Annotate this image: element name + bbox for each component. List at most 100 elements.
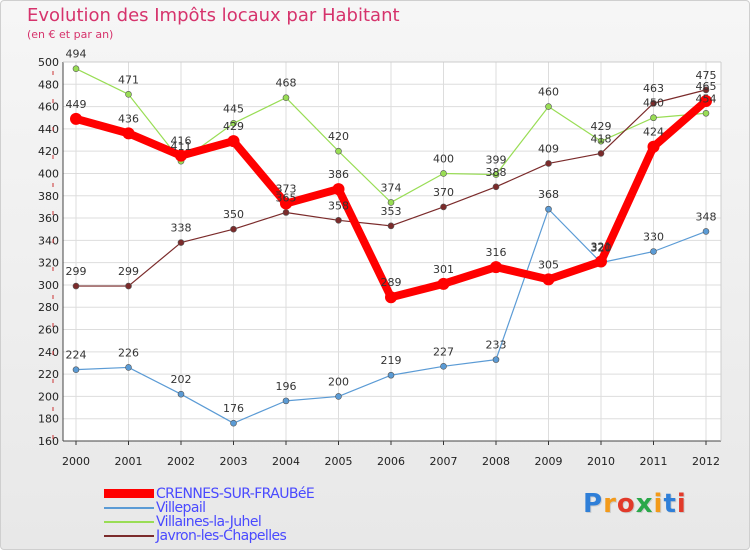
data-point bbox=[387, 199, 395, 206]
y-tick-label: 460 bbox=[38, 101, 59, 114]
data-label: 368 bbox=[538, 188, 559, 201]
data-point bbox=[335, 393, 342, 400]
data-label: 370 bbox=[433, 186, 454, 199]
data-label: 350 bbox=[223, 208, 244, 221]
data-point bbox=[387, 371, 395, 379]
data-label: 409 bbox=[538, 142, 559, 155]
data-label: 233 bbox=[486, 339, 507, 352]
data-point bbox=[702, 228, 710, 235]
data-point bbox=[700, 95, 712, 108]
data-point bbox=[335, 147, 342, 155]
data-point bbox=[72, 366, 80, 373]
x-tick-label: 2012 bbox=[692, 455, 720, 468]
data-label: 450 bbox=[643, 97, 664, 110]
data-point bbox=[335, 216, 342, 224]
data-point bbox=[387, 222, 395, 230]
data-label: 418 bbox=[591, 132, 612, 145]
data-label: 411 bbox=[171, 140, 192, 153]
data-point bbox=[230, 225, 237, 233]
data-point bbox=[177, 239, 185, 246]
data-point bbox=[70, 112, 82, 125]
data-label: 227 bbox=[433, 345, 454, 358]
logo-letter: P bbox=[583, 489, 604, 519]
data-point bbox=[125, 364, 132, 371]
data-point bbox=[440, 170, 447, 177]
data-point bbox=[125, 282, 132, 290]
x-tick-label: 2002 bbox=[167, 455, 195, 468]
data-point bbox=[492, 356, 500, 363]
y-tick-label: 300 bbox=[38, 279, 59, 292]
data-label: 176 bbox=[223, 402, 244, 415]
legend-swatch bbox=[104, 489, 154, 498]
data-point bbox=[282, 94, 290, 101]
data-label: 301 bbox=[433, 263, 454, 276]
data-point bbox=[650, 114, 657, 122]
legend-swatch bbox=[104, 507, 154, 509]
x-tick-label: 2008 bbox=[482, 455, 510, 468]
data-point bbox=[650, 248, 657, 255]
data-label: 338 bbox=[171, 222, 192, 235]
data-label: 321 bbox=[591, 241, 612, 254]
data-point bbox=[72, 282, 80, 290]
data-point bbox=[492, 183, 500, 191]
data-point bbox=[72, 65, 80, 72]
data-point bbox=[227, 135, 240, 148]
data-label: 219 bbox=[381, 354, 402, 367]
data-point bbox=[545, 103, 552, 110]
y-tick-label: 440 bbox=[38, 123, 59, 136]
data-label: 424 bbox=[643, 126, 664, 139]
y-tick-label: 340 bbox=[38, 234, 59, 247]
data-label: 429 bbox=[591, 120, 612, 133]
y-tick-label: 200 bbox=[38, 390, 59, 403]
data-label: 374 bbox=[381, 181, 402, 194]
data-label: 289 bbox=[381, 276, 402, 289]
data-point bbox=[125, 91, 132, 98]
data-label: 445 bbox=[223, 102, 244, 115]
data-label: 463 bbox=[643, 82, 664, 95]
data-label: 316 bbox=[486, 246, 507, 259]
data-label: 386 bbox=[328, 168, 349, 181]
data-point bbox=[175, 149, 187, 162]
y-tick-label: 480 bbox=[38, 78, 59, 91]
legend-swatch bbox=[104, 521, 154, 523]
data-label: 465 bbox=[696, 80, 717, 93]
data-point bbox=[440, 203, 447, 211]
data-label: 202 bbox=[171, 373, 192, 386]
data-label: 416 bbox=[171, 135, 192, 148]
y-tick-label: 320 bbox=[38, 257, 59, 270]
data-label: 353 bbox=[381, 205, 402, 218]
legend-label: Villepail bbox=[156, 500, 206, 516]
data-point bbox=[650, 99, 657, 107]
data-point bbox=[492, 171, 500, 178]
data-label: 358 bbox=[328, 199, 349, 212]
data-point bbox=[440, 363, 447, 370]
x-tick-label: 2003 bbox=[220, 455, 248, 468]
data-label: 299 bbox=[118, 265, 139, 278]
legend-label: CRENNES-SUR-FRAUBéE bbox=[156, 486, 315, 502]
data-point bbox=[282, 397, 290, 405]
y-tick-label: 500 bbox=[38, 56, 59, 69]
data-label: 475 bbox=[696, 69, 717, 82]
data-label: 330 bbox=[643, 231, 664, 244]
data-point bbox=[542, 273, 555, 286]
x-tick-label: 2011 bbox=[640, 455, 668, 468]
data-point bbox=[702, 86, 710, 94]
data-label: 454 bbox=[696, 92, 717, 105]
data-label: 436 bbox=[118, 112, 139, 125]
logo-letter: r bbox=[603, 489, 617, 519]
data-label: 365 bbox=[276, 191, 297, 204]
logo-letter: t bbox=[663, 489, 677, 519]
data-label: 226 bbox=[118, 346, 139, 359]
y-tick-label: 160 bbox=[38, 435, 59, 448]
data-point bbox=[230, 419, 237, 427]
data-label: 305 bbox=[538, 258, 559, 271]
data-label: 196 bbox=[276, 380, 297, 393]
chart-title: Evolution des Impôts locaux par Habitant bbox=[27, 5, 400, 26]
data-point bbox=[122, 127, 135, 140]
x-tick-label: 2006 bbox=[377, 455, 405, 468]
y-tick-label: 400 bbox=[38, 167, 59, 180]
logo-letter: x bbox=[635, 489, 654, 519]
data-label: 429 bbox=[223, 120, 244, 133]
